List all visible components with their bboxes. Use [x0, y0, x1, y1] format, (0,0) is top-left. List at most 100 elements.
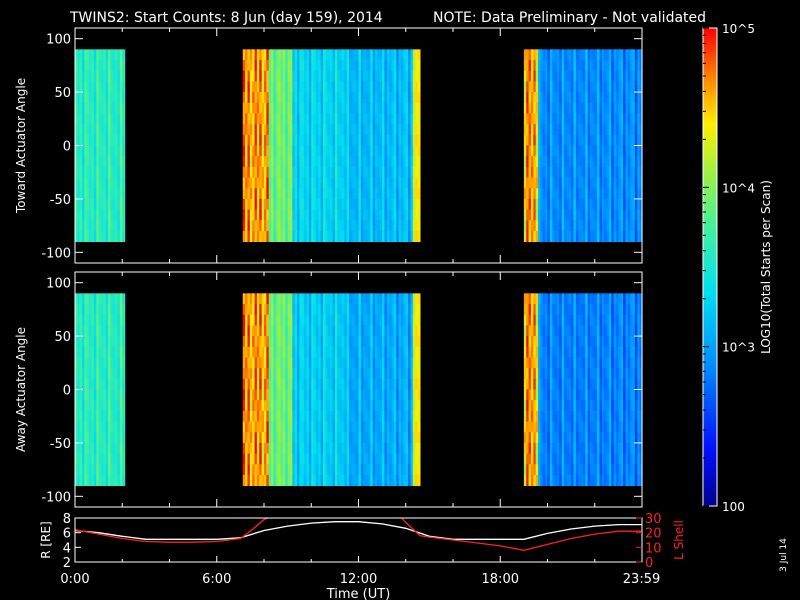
- heatmap-cell: [119, 336, 123, 348]
- heatmap-cell: [384, 60, 388, 72]
- heatmap-cell: [287, 357, 291, 369]
- heatmap-cell: [79, 92, 83, 104]
- heatmap-cell: [292, 378, 296, 390]
- heatmap-cell: [561, 442, 565, 454]
- heatmap-cell: [523, 389, 527, 401]
- heatmap-cell: [375, 304, 378, 316]
- heatmap-cell: [367, 60, 371, 72]
- heatmap-cell: [327, 368, 331, 380]
- heatmap-cell: [96, 220, 100, 232]
- heatmap-cell: [398, 230, 402, 243]
- heatmap-cell: [363, 198, 367, 210]
- heatmap-cell: [549, 474, 553, 487]
- heatmap-cell: [249, 421, 253, 433]
- heatmap-cell: [535, 92, 539, 104]
- heatmap-cell: [634, 102, 638, 114]
- heatmap-cell: [304, 304, 308, 316]
- heatmap-cell: [268, 410, 272, 422]
- heatmap-cell: [634, 177, 638, 189]
- heatmap-cell: [103, 166, 107, 178]
- heatmap-cell: [365, 113, 369, 125]
- heatmap-cell: [334, 442, 338, 454]
- heatmap-cell: [573, 336, 577, 348]
- heatmap-cell: [273, 102, 277, 114]
- heatmap-cell: [280, 336, 284, 348]
- heatmap-cell: [261, 60, 265, 72]
- heatmap-cell: [391, 198, 395, 210]
- heatmap-cell: [523, 378, 527, 390]
- heatmap-cell: [530, 474, 534, 487]
- heatmap-cell: [294, 368, 298, 380]
- heatmap-cell: [585, 346, 589, 358]
- heatmap-cell: [542, 400, 546, 412]
- heatmap-cell: [341, 293, 345, 305]
- heatmap-cell: [334, 410, 338, 422]
- heatmap-cell: [597, 198, 601, 210]
- heatmap-cell: [79, 304, 83, 316]
- heatmap-cell: [98, 453, 102, 465]
- heatmap-cell: [528, 188, 532, 200]
- heatmap-cell: [391, 442, 395, 454]
- heatmap-cell: [320, 70, 324, 82]
- heatmap-cell: [573, 453, 577, 465]
- heatmap-cell: [545, 70, 549, 82]
- heatmap-cell: [573, 474, 577, 487]
- heatmap-cell: [637, 198, 641, 210]
- heatmap-cell: [578, 410, 582, 422]
- heatmap-cell: [377, 410, 381, 422]
- heatmap-cell: [382, 368, 386, 380]
- heatmap-cell: [405, 389, 409, 401]
- heatmap-cell: [77, 336, 81, 348]
- heatmap-cell: [606, 92, 610, 104]
- heatmap-cell: [561, 102, 565, 114]
- heatmap-cell: [294, 389, 298, 401]
- heatmap-cell: [98, 81, 102, 93]
- heatmap-cell: [98, 304, 102, 316]
- heatmap-cell: [547, 113, 551, 125]
- heatmap-cell: [346, 293, 350, 305]
- heatmap-cell: [84, 166, 88, 178]
- heatmap-cell: [91, 134, 95, 146]
- heatmap-cell: [363, 230, 367, 243]
- heatmap-cell: [82, 389, 86, 401]
- heatmap-cell: [249, 346, 253, 358]
- heatmap-cell: [93, 124, 97, 136]
- heatmap-cell: [523, 230, 527, 243]
- heatmap-cell: [358, 410, 362, 422]
- heatmap-cell: [568, 453, 572, 465]
- heatmap-cell: [79, 49, 83, 61]
- heatmap-cell: [611, 102, 615, 114]
- heatmap-cell: [566, 166, 570, 178]
- heatmap-cell: [410, 346, 414, 358]
- heatmap-cell: [346, 389, 350, 401]
- heatmap-cell: [523, 357, 527, 369]
- heatmap-cell: [108, 209, 112, 221]
- heatmap-cell: [82, 188, 86, 200]
- heatmap-cell: [315, 113, 319, 125]
- heatmap-cell: [311, 357, 315, 369]
- heatmap-cell: [334, 113, 338, 125]
- heatmap-cell: [561, 432, 565, 444]
- heatmap-cell: [341, 166, 345, 178]
- heatmap-cell: [315, 81, 319, 93]
- heatmap-cell: [105, 357, 109, 369]
- heatmap-cell: [89, 81, 93, 93]
- heatmap-cell: [556, 102, 560, 114]
- heatmap-cell: [330, 464, 334, 476]
- heatmap-cell: [533, 378, 537, 390]
- heatmap-cell: [585, 410, 589, 422]
- heatmap-cell: [538, 346, 542, 358]
- heatmap-cell: [573, 368, 577, 380]
- heatmap-cell: [256, 166, 260, 178]
- heatmap-cell: [98, 410, 102, 422]
- heatmap-cell: [408, 209, 412, 221]
- heatmap-cell: [396, 49, 400, 61]
- heatmap-cell: [530, 113, 534, 125]
- heatmap-cell: [318, 113, 322, 125]
- heatmap-cell: [245, 134, 249, 146]
- heatmap-cell: [256, 230, 260, 243]
- heatmap-cell: [122, 314, 126, 326]
- heatmap-cell: [323, 49, 327, 61]
- heatmap-cell: [637, 177, 641, 189]
- heatmap-cell: [119, 378, 123, 390]
